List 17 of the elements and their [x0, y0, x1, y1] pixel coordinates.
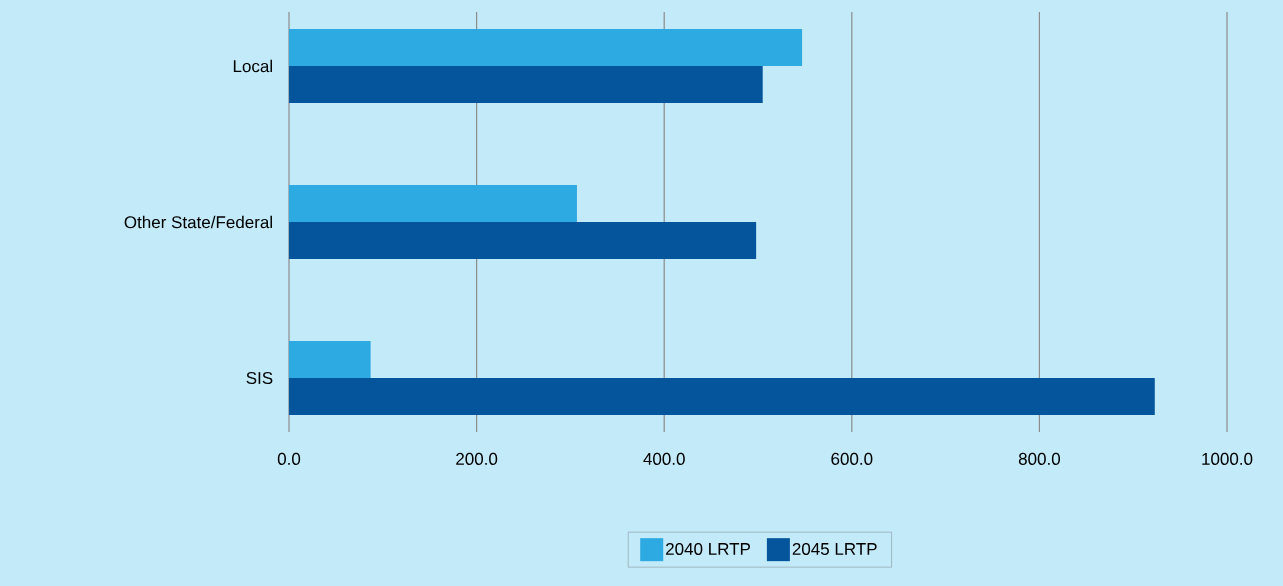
x-tick-label: 1000.0	[1202, 452, 1253, 465]
bar	[289, 65, 763, 103]
y-tick-label: Local	[233, 59, 272, 73]
bar	[289, 28, 803, 66]
x-tick-label: 600.0	[831, 452, 873, 465]
x-tick-label: 800.0	[1018, 452, 1061, 465]
bar	[289, 378, 1155, 416]
x-tick-label: 0.0	[277, 452, 301, 465]
bar	[289, 185, 577, 222]
legend-label: 2045 LRTP	[792, 542, 877, 555]
x-tick-label: 400.0	[643, 452, 685, 465]
y-tick-label: SIS	[246, 371, 273, 385]
bar	[289, 222, 757, 259]
legend-label: 2040 LRTP	[666, 542, 750, 555]
x-tick-label: 200.0	[456, 452, 498, 465]
bar	[289, 341, 371, 379]
y-tick-label: Other State/Federal	[124, 215, 272, 229]
